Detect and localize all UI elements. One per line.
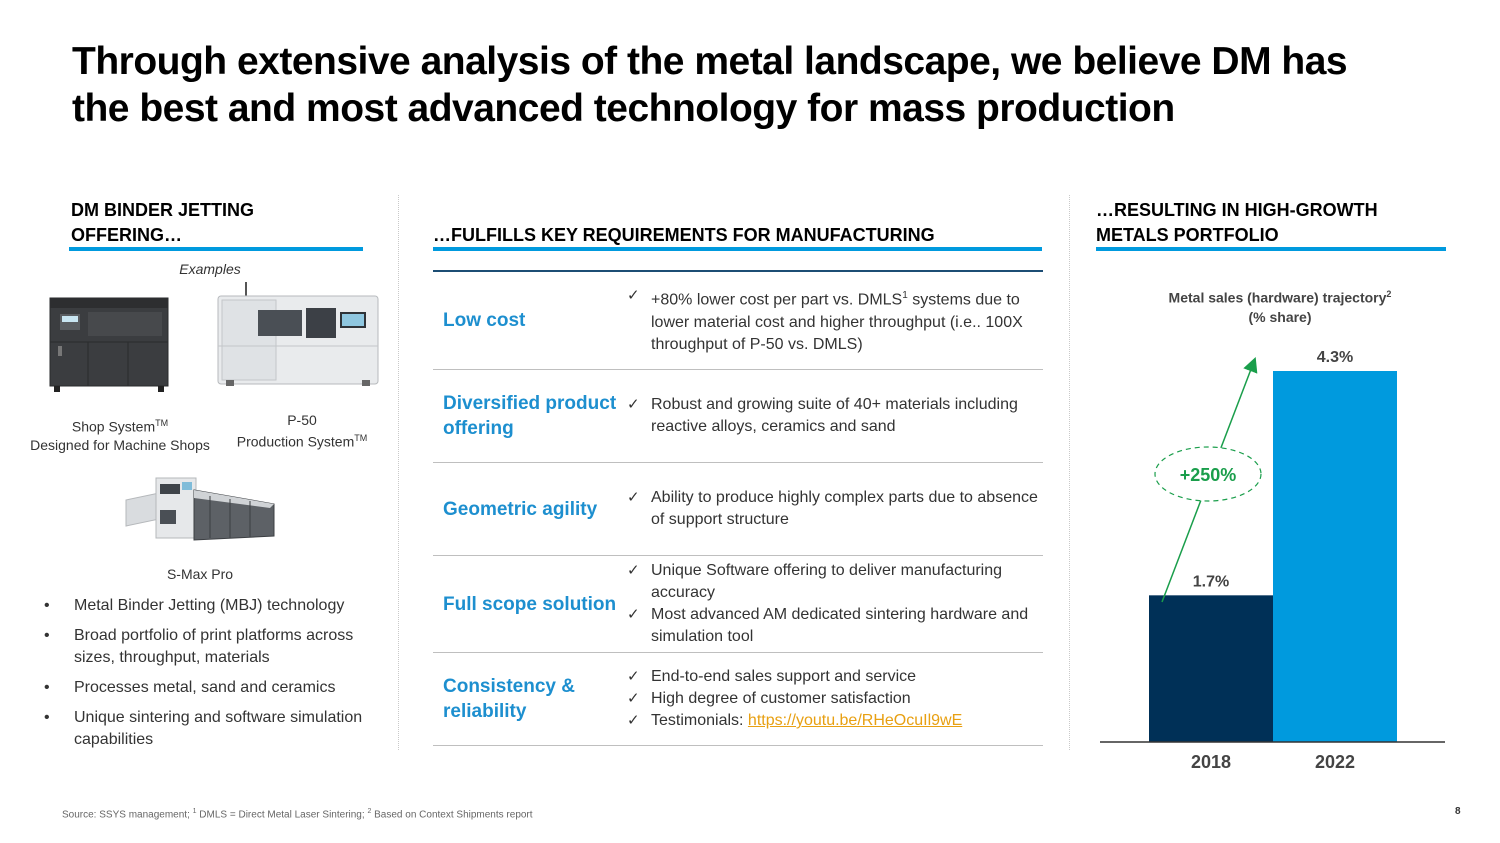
shop-system-caption: Shop SystemTM Designed for Machine Shops <box>20 414 220 454</box>
source-post: Based on Context Shipments report <box>371 809 533 821</box>
table-row-low-cost: Low cost +80% lower cost per part vs. DM… <box>433 272 1043 370</box>
item-text-cont: systems due to lower material cost and h… <box>651 291 1023 353</box>
middle-heading-rule <box>433 247 1042 251</box>
bullet-item: Broad portfolio of print platforms acros… <box>44 625 384 669</box>
row-items: Ability to produce highly complex parts … <box>623 487 1043 531</box>
shop-system-subtitle: Designed for Machine Shops <box>30 436 210 453</box>
value-label-2018: 1.7% <box>1193 573 1229 590</box>
right-heading-rule <box>1096 247 1446 251</box>
checkmark-item: Testimonials: https://youtu.be/RHeOcuIl9… <box>623 710 1043 732</box>
left-heading-line1: DM BINDER JETTING <box>71 200 255 220</box>
value-label-2022: 4.3% <box>1317 349 1353 366</box>
bullet-item: Metal Binder Jetting (MBJ) technology <box>44 595 384 617</box>
testimonials-link[interactable]: https://youtu.be/RHeOcuIl9wE <box>747 712 963 729</box>
row-items: +80% lower cost per part vs. DMLS1 syste… <box>623 285 1043 355</box>
slide-title: Through extensive analysis of the metal … <box>72 40 1348 130</box>
chart-title-line2: (% share) <box>1248 308 1312 325</box>
growth-label: +250% <box>1180 465 1237 485</box>
middle-column-heading: …FULFILLS KEY REQUIREMENTS FOR MANUFACTU… <box>433 225 935 245</box>
growth-ellipse <box>1154 446 1262 502</box>
checkmark-item: End-to-end sales support and service <box>623 666 1043 688</box>
checkmark-item: Unique Software offering to deliver manu… <box>623 560 1043 604</box>
source-sup2: 2 <box>367 808 372 815</box>
checkmark-item: Robust and growing suite of 40+ material… <box>623 394 1043 438</box>
bar-2022 <box>1273 371 1397 742</box>
table-row-full-scope: Full scope solution Unique Software offe… <box>433 556 1043 653</box>
p50-name: P-50 <box>287 412 317 428</box>
shop-system-tm: TM <box>155 418 169 428</box>
chart-title-sup: 2 <box>1386 289 1392 299</box>
bullet-item: Processes metal, sand and ceramics <box>44 677 384 699</box>
p50-subtitle: Production System <box>236 433 355 450</box>
footnote-sup: 1 <box>902 290 908 302</box>
source-footnote: Source: SSYS management; 1 DMLS = Direct… <box>62 808 533 820</box>
row-label: Full scope solution <box>443 593 617 615</box>
metal-sales-chart: 1.7% 2018 4.3% 2022 +250% <box>1100 349 1445 772</box>
p50-image <box>217 282 379 386</box>
row-label: Diversified product offering <box>443 393 617 439</box>
category-label-2022: 2022 <box>1315 752 1355 772</box>
item-text: Testimonials: <box>651 712 748 729</box>
right-heading-line1: …RESULTING IN HIGH-GROWTH <box>1096 200 1378 220</box>
bar-2018 <box>1149 595 1273 742</box>
table-row-geometric: Geometric agility Ability to produce hig… <box>433 463 1043 556</box>
requirements-table: Low cost +80% lower cost per part vs. DM… <box>433 270 1043 746</box>
row-label: Low cost <box>443 310 526 331</box>
row-items: Robust and growing suite of 40+ material… <box>623 394 1043 438</box>
chart-title-line1: Metal sales (hardware) trajectory <box>1168 289 1387 306</box>
row-items: End-to-end sales support and service Hig… <box>623 666 1043 732</box>
examples-label: Examples <box>179 261 241 277</box>
p50-tm: TM <box>354 433 368 443</box>
shop-system-name: Shop System <box>71 418 156 435</box>
page-number: 8 <box>1455 806 1461 817</box>
table-row-diversified: Diversified product offering Robust and … <box>433 370 1043 463</box>
right-heading-line2: METALS PORTFOLIO <box>1096 225 1279 245</box>
row-label: Consistency & reliability <box>443 676 575 722</box>
checkmark-item: Ability to produce highly complex parts … <box>623 487 1043 531</box>
shop-system-image <box>49 297 169 392</box>
checkmark-item: +80% lower cost per part vs. DMLS1 syste… <box>623 285 1043 355</box>
p50-caption: P-50 Production SystemTM <box>222 411 382 451</box>
chart-title: Metal sales (hardware) trajectory2 (% sh… <box>1120 285 1440 327</box>
smax-pro-image <box>125 477 275 541</box>
table-row-consistency: Consistency & reliability End-to-end sal… <box>433 653 1043 746</box>
left-heading-line2: OFFERING… <box>71 225 182 245</box>
checkmark-item: High degree of customer satisfaction <box>623 688 1043 710</box>
left-column-heading: DM BINDER JETTING OFFERING… <box>71 198 371 248</box>
row-label: Geometric agility <box>443 498 598 520</box>
source-pre: Source: SSYS management; <box>62 809 193 821</box>
row-items: Unique Software offering to deliver manu… <box>623 560 1043 648</box>
item-text: +80% lower cost per part vs. DMLS <box>651 291 903 309</box>
offering-bullets: Metal Binder Jetting (MBJ) technology Br… <box>44 595 384 759</box>
category-label-2018: 2018 <box>1191 752 1231 772</box>
checkmark-item: Most advanced AM dedicated sintering har… <box>623 604 1043 648</box>
source-mid: DMLS = Direct Metal Laser Sintering; <box>196 809 368 821</box>
bullet-item: Unique sintering and software simulation… <box>44 707 384 751</box>
right-column-heading: …RESULTING IN HIGH-GROWTH METALS PORTFOL… <box>1096 198 1456 248</box>
source-sup1: 1 <box>192 808 197 815</box>
smax-pro-caption: S-Max Pro <box>166 566 234 582</box>
left-heading-rule <box>69 247 363 251</box>
divider-right <box>1069 195 1070 750</box>
divider-left <box>398 195 399 750</box>
